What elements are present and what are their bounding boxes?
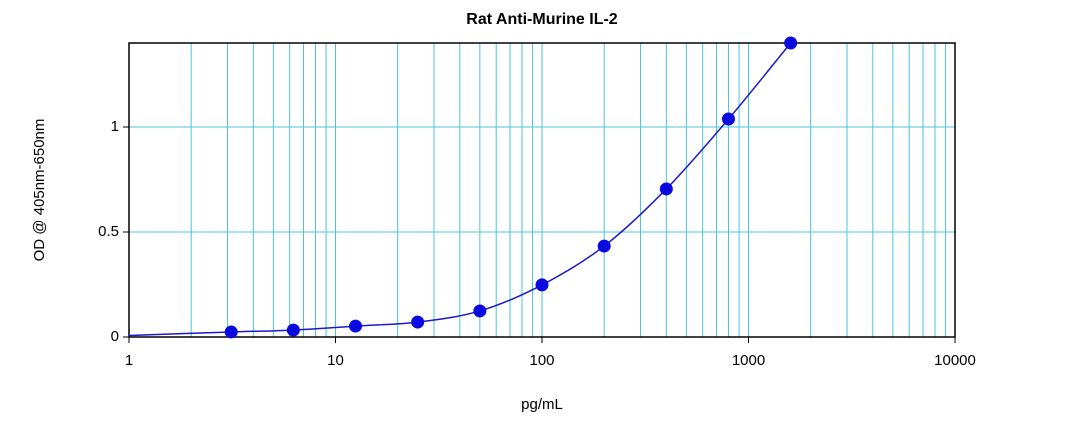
y-tick-label: 0 xyxy=(111,328,119,345)
x-tick-label: 1 xyxy=(125,352,133,369)
x-tick-label: 10 xyxy=(327,352,344,369)
data-point xyxy=(411,315,425,329)
x-axis-label: pg/mL xyxy=(521,396,563,413)
data-point xyxy=(659,182,673,196)
plot-frame xyxy=(128,42,956,338)
x-tick-label: 1000 xyxy=(732,352,765,369)
data-point xyxy=(473,304,487,318)
chart-title: Rat Anti-Murine IL-2 xyxy=(466,11,618,28)
data-point xyxy=(349,319,363,333)
data-point xyxy=(597,239,611,253)
data-point xyxy=(224,325,238,339)
data-point xyxy=(784,36,798,50)
x-tick-label: 10000 xyxy=(934,352,976,369)
y-tick-label: 0.5 xyxy=(98,223,119,240)
data-point xyxy=(721,112,735,126)
data-point xyxy=(286,323,300,337)
data-point xyxy=(535,278,549,292)
y-tick-label: 1 xyxy=(111,118,119,135)
x-tick-label: 100 xyxy=(529,352,554,369)
y-axis-label: OD @ 405nm-650nm xyxy=(31,119,48,262)
fit-curve xyxy=(128,42,792,337)
